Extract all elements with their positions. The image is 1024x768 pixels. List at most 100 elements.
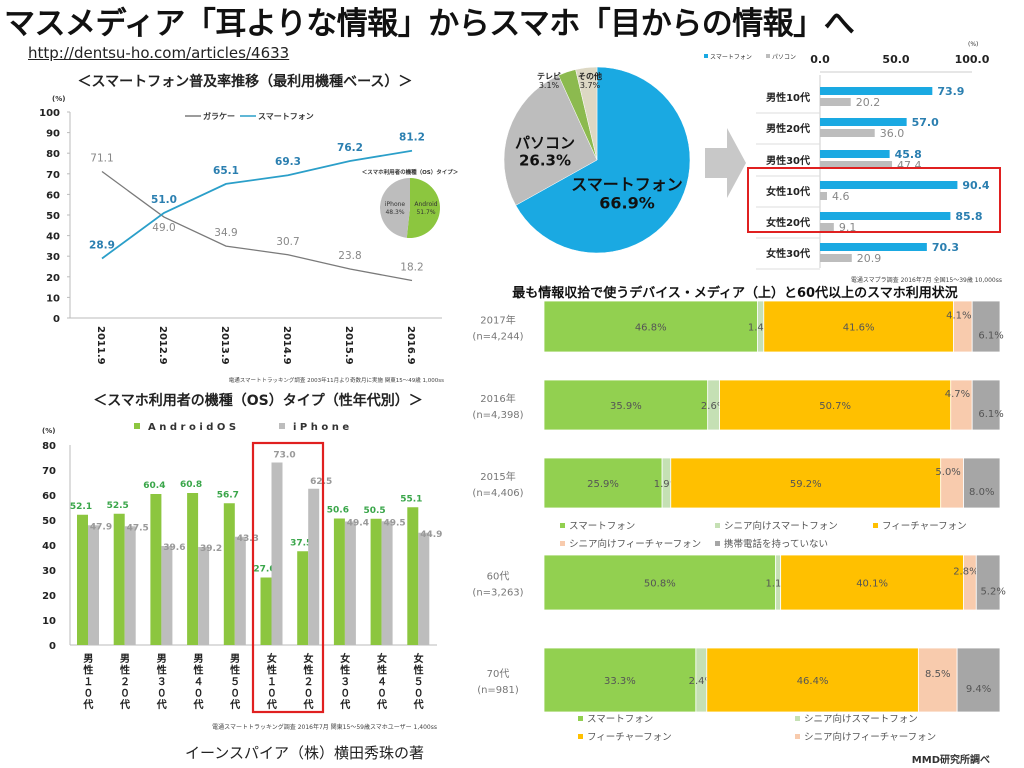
x-tick-char: ４ bbox=[377, 676, 387, 688]
data-label: 85.8 bbox=[955, 210, 982, 223]
data-label: 50.6 bbox=[327, 506, 349, 516]
bar-android bbox=[113, 513, 125, 645]
stacked-segment bbox=[543, 647, 697, 713]
x-tick-char: ０ bbox=[340, 688, 350, 700]
pie-label: スマートフォン bbox=[571, 175, 683, 194]
data-label: 90.4 bbox=[962, 179, 989, 192]
bar-smartphone bbox=[820, 181, 958, 189]
bar-android bbox=[333, 518, 345, 645]
pie-slice-iphone bbox=[380, 178, 410, 238]
x-tick-char: ０ bbox=[120, 688, 130, 700]
x-tick-char: 性 bbox=[376, 664, 387, 677]
stacked-segment bbox=[543, 379, 709, 431]
data-label: 39.2 bbox=[200, 544, 222, 554]
data-label: 20.9 bbox=[857, 252, 882, 265]
x-tick-label: 100.0 bbox=[955, 53, 990, 66]
data-label: 52.5 bbox=[107, 501, 129, 511]
y-tick-label: 女性30代 bbox=[766, 247, 810, 260]
y-tick-label: 0 bbox=[49, 641, 56, 652]
x-tick-label: 2013.9 bbox=[219, 326, 230, 365]
y-tick-label: 40 bbox=[46, 232, 60, 243]
x-tick-char: 性 bbox=[303, 664, 314, 677]
data-label: 6.1% bbox=[978, 331, 1003, 342]
y-tick-label: 50 bbox=[46, 211, 60, 222]
legend-swatch bbox=[795, 716, 800, 721]
data-label: 73.9 bbox=[937, 85, 964, 98]
data-label: 4.7% bbox=[945, 389, 970, 400]
data-label: 2.6% bbox=[701, 401, 726, 412]
x-tick-char: ５ bbox=[230, 676, 240, 688]
stacked-segment bbox=[956, 647, 1001, 713]
x-tick-char: 代 bbox=[339, 698, 350, 711]
data-label: 37.5 bbox=[290, 538, 312, 548]
row-n-label: (n=4,406) bbox=[472, 488, 523, 499]
data-label: 9.1 bbox=[839, 221, 857, 234]
y-tick-label: 70 bbox=[46, 170, 60, 181]
legend-swatch bbox=[560, 541, 565, 546]
highlight-box bbox=[747, 167, 1001, 233]
x-tick-char: 代 bbox=[376, 698, 387, 711]
pie-value: 48.3% bbox=[385, 209, 404, 216]
stacked-segment bbox=[953, 300, 973, 353]
row-label: 70代 bbox=[487, 668, 510, 680]
bar-android bbox=[187, 493, 199, 645]
y-tick-label: 80 bbox=[46, 149, 60, 160]
series-line-feature-phone bbox=[101, 171, 413, 282]
data-label: 46.8% bbox=[635, 323, 667, 334]
row-label: 60代 bbox=[487, 571, 510, 583]
legend-swatch bbox=[704, 54, 708, 58]
data-label: 47.5 bbox=[127, 523, 149, 533]
data-label: 25.9% bbox=[587, 479, 619, 490]
legend-swatch bbox=[578, 734, 583, 739]
legend-label: ガラケー bbox=[203, 111, 235, 121]
data-label: 70.3 bbox=[932, 241, 959, 254]
x-tick-char: 男 bbox=[193, 653, 203, 665]
pie-value: 66.9% bbox=[599, 193, 655, 212]
data-label: 18.2 bbox=[400, 262, 423, 274]
data-label: 55.1 bbox=[400, 494, 422, 504]
stacked-segment bbox=[780, 554, 964, 611]
legend-swatch bbox=[134, 423, 140, 429]
data-label: 6.1% bbox=[978, 409, 1003, 420]
bar-android bbox=[77, 514, 88, 645]
series-line-smartphone bbox=[101, 149, 413, 260]
x-tick-char: 女 bbox=[377, 652, 387, 665]
legend-label: シニア向けスマートフォン bbox=[804, 713, 918, 725]
inset-pie-title: ＜スマホ利用者の機種（OS）タイプ＞ bbox=[362, 168, 459, 176]
legend-label: スマートフォン bbox=[569, 521, 635, 532]
data-label: 39.6 bbox=[163, 543, 185, 553]
x-tick-char: 代 bbox=[119, 698, 130, 711]
legend-swatch bbox=[715, 541, 720, 546]
y-tick-label: 男性30代 bbox=[766, 154, 810, 167]
bar-iphone bbox=[124, 526, 136, 645]
stacked-segment bbox=[940, 457, 964, 509]
data-label: 65.1 bbox=[213, 165, 239, 177]
data-label: 8.0% bbox=[969, 487, 994, 498]
data-label: 81.2 bbox=[399, 132, 425, 144]
x-tick-char: 性 bbox=[266, 664, 277, 677]
legend-swatch bbox=[279, 423, 285, 429]
y-tick-label: 女性20代 bbox=[766, 216, 810, 229]
x-tick-label: 2012.9 bbox=[157, 326, 168, 365]
pie-label: その他 bbox=[578, 71, 602, 81]
stacked-segment bbox=[971, 379, 1001, 431]
x-tick-char: 代 bbox=[229, 698, 240, 711]
y-tick-label: 男性10代 bbox=[766, 91, 810, 104]
x-tick-char: 女 bbox=[414, 652, 424, 665]
pie-value: 3.1% bbox=[539, 81, 560, 90]
source-url-link[interactable]: http://dentsu-ho.com/articles/4633 bbox=[28, 44, 290, 62]
bar-pc bbox=[820, 98, 851, 106]
bar-iphone bbox=[161, 546, 173, 645]
y-unit-label: (%) bbox=[42, 427, 55, 435]
data-label: 5.2% bbox=[980, 587, 1005, 598]
slide-title: マスメディア「耳よりな情報」からスマホ「目からの情報」へ bbox=[4, 6, 855, 42]
y-tick-label: 70 bbox=[42, 466, 56, 477]
data-label: 50.5 bbox=[363, 506, 385, 516]
x-tick-label: 2015.9 bbox=[343, 326, 354, 365]
row-label: 2015年 bbox=[480, 470, 515, 483]
legend-label: シニア向けフィーチャーフォン bbox=[569, 538, 701, 550]
data-label: 44.9 bbox=[420, 530, 442, 540]
data-label: 1.1% bbox=[765, 579, 790, 590]
